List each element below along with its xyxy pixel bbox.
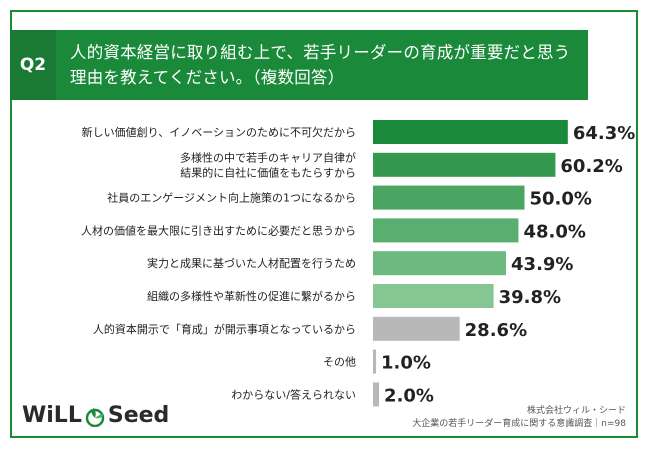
value-label-8: 1.0%	[381, 353, 431, 374]
sprout-icon	[85, 407, 105, 427]
value-label-1: 64.3%	[573, 123, 635, 144]
category-label-4: 人材の価値を最大限に引き出すために必要だと思うから	[81, 223, 356, 237]
category-label-3: 社員のエンゲージメント向上施策の1つになるから	[107, 191, 356, 205]
value-label-3: 50.0%	[530, 189, 592, 210]
bar-7	[373, 316, 460, 341]
value-label-2: 60.2%	[560, 156, 622, 177]
bar-2	[373, 152, 556, 177]
bar-4	[373, 218, 519, 243]
category-label-9: わからない/答えられない	[231, 387, 356, 401]
willseed-logo: WiLL Seed	[22, 403, 169, 428]
value-label-9: 2.0%	[384, 385, 434, 406]
bar-1	[373, 120, 568, 144]
credit-company: 株式会社ウィル・シード	[526, 406, 626, 416]
question-text: 人的資本経営に取り組む上で、若手リーダーの育成が重要だと思う 理由を教えてくださ…	[70, 40, 585, 90]
category-label-8: その他	[323, 356, 356, 369]
bar-9	[373, 382, 380, 407]
question-number: Q2	[10, 30, 56, 100]
value-label-4: 48.0%	[523, 221, 585, 242]
question-line-1: 人的資本経営に取り組む上で、若手リーダーの育成が重要だと思う	[70, 43, 571, 62]
value-label-6: 39.8%	[499, 287, 561, 308]
category-label-2-line-2: 結果的に自社に価値をもたらすから	[180, 165, 356, 179]
credit-survey: 大企業の若手リーダー育成に関する意識調査｜n=98	[412, 419, 626, 429]
category-label-5: 実力と成果に基づいた人材配置を行うため	[147, 256, 356, 270]
bar-6	[373, 284, 494, 308]
value-label-5: 43.9%	[511, 254, 573, 275]
question-line-2: 理由を教えてください。（複数回答）	[70, 68, 345, 87]
question-header	[10, 30, 588, 100]
bar-3	[373, 185, 525, 210]
logo-text-seed: Seed	[107, 403, 170, 428]
bar-8	[373, 349, 377, 374]
category-label-2-line-1: 多様性の中で若手のキャリア自律が	[180, 150, 356, 164]
category-label-7: 人的資本開示で「育成」が開示事項となっているから	[93, 322, 356, 336]
bar-5	[373, 251, 507, 276]
survey-credit: 株式会社ウィル・シード 大企業の若手リーダー育成に関する意識調査｜n=98	[412, 405, 626, 431]
logo-text-will: WiLL	[22, 403, 82, 428]
category-label-1: 新しい価値創り、イノベーションのために不可欠だから	[82, 125, 356, 139]
value-label-7: 28.6%	[465, 320, 527, 341]
category-label-6: 組織の多様性や革新性の促進に繋がるから	[147, 289, 356, 303]
